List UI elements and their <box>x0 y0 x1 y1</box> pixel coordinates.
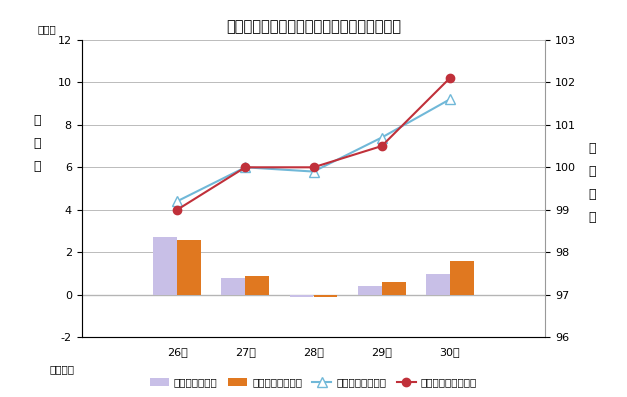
総合指数（鳥取市） <box>378 144 386 148</box>
Bar <box>382 282 406 295</box>
総合指数（全国） <box>241 165 249 170</box>
総合指数（全国） <box>310 169 317 174</box>
Text: （平成）: （平成） <box>49 364 74 374</box>
Line: 総合指数（鳥取市）: 総合指数（鳥取市） <box>173 74 454 214</box>
Title: 総合指数及び前年比の推移（全国－鳥取市）: 総合指数及び前年比の推移（全国－鳥取市） <box>226 19 401 35</box>
総合指数（鳥取市） <box>173 208 181 212</box>
Bar <box>290 295 314 297</box>
Text: 総
合
指
数: 総 合 指 数 <box>588 142 596 224</box>
Bar <box>245 276 269 295</box>
Bar <box>153 237 177 295</box>
総合指数（鳥取市） <box>241 165 249 170</box>
Bar <box>358 286 382 295</box>
Bar <box>426 274 450 295</box>
Line: 総合指数（全国）: 総合指数（全国） <box>172 94 455 206</box>
Bar <box>221 278 245 295</box>
Bar <box>177 240 201 295</box>
Legend: 前年比（全国）, 前年比（鳥取市）, 総合指数（全国）, 総合指数（鳥取市）: 前年比（全国）, 前年比（鳥取市）, 総合指数（全国）, 総合指数（鳥取市） <box>146 374 481 392</box>
Bar <box>450 261 474 295</box>
総合指数（鳥取市） <box>310 165 317 170</box>
総合指数（鳥取市） <box>446 75 454 80</box>
Bar <box>314 295 337 297</box>
Text: 前
年
比: 前 年 比 <box>34 114 41 173</box>
総合指数（全国） <box>446 97 454 102</box>
Text: （％）: （％） <box>38 24 56 34</box>
総合指数（全国） <box>378 135 386 140</box>
総合指数（全国） <box>173 199 181 204</box>
